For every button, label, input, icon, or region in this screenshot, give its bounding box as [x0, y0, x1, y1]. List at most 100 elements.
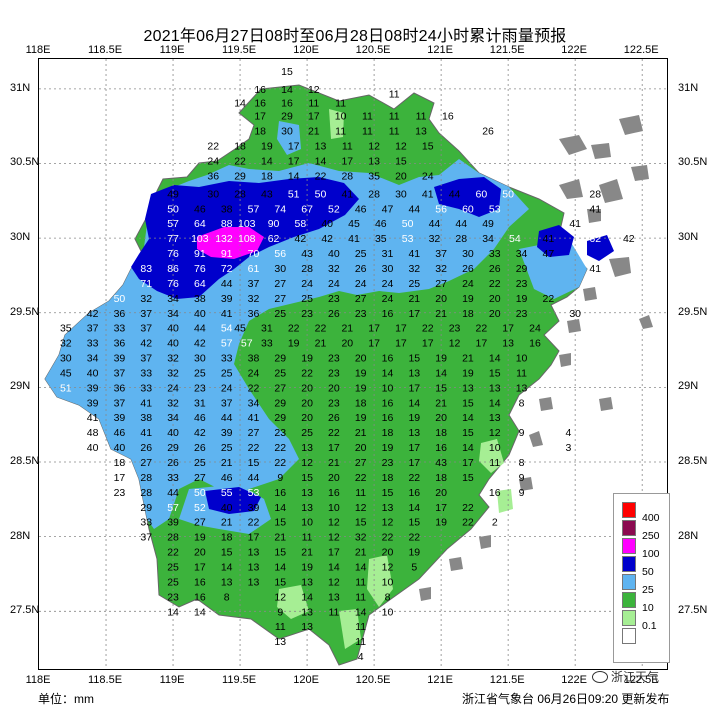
rainfall-value: 24 — [328, 278, 340, 290]
rainfall-value: 13 — [248, 562, 260, 574]
rainfall-value: 22 — [355, 472, 367, 484]
rainfall-value: 39 — [221, 293, 233, 305]
rainfall-value: 40 — [167, 323, 179, 335]
rainfall-value: 11 — [308, 97, 319, 109]
lon-label-bottom: 122E — [561, 674, 588, 686]
legend-swatch — [622, 502, 636, 518]
rainfall-value: 17 — [368, 338, 380, 350]
island — [591, 143, 611, 159]
rainfall-value: 41 — [140, 397, 152, 409]
lat-label-left: 28N — [10, 529, 31, 542]
rainfall-value: 14 — [274, 502, 286, 514]
rainfall-value: 77 — [167, 233, 179, 245]
rainfall-value: 10 — [489, 442, 501, 454]
rainfall-value: 40 — [321, 218, 333, 230]
rainfall-value: 13 — [301, 487, 313, 499]
rainfall-value: 27 — [194, 472, 206, 484]
rainfall-value: 12 — [489, 427, 501, 439]
rainfall-value: 60 — [462, 203, 474, 215]
rainfall-value: 28 — [589, 188, 601, 200]
rainfall-value: 11 — [355, 591, 366, 603]
rainfall-value: 16 — [382, 397, 394, 409]
rainfall-value: 50 — [194, 487, 206, 499]
rainfall-value: 33 — [489, 248, 501, 260]
rainfall-value: 30 — [60, 353, 72, 365]
rainfall-value: 22 — [315, 170, 327, 182]
rainfall-value: 15 — [462, 472, 474, 484]
lon-label-bottom: 119E — [159, 674, 185, 686]
rainfall-value: 4 — [566, 427, 572, 439]
rainfall-value: 22 — [382, 532, 394, 544]
rainfall-value: 10 — [516, 353, 528, 365]
rainfall-value: 56 — [435, 203, 447, 215]
rainfall-value: 27 — [355, 457, 367, 469]
rainfall-value: 46 — [114, 427, 126, 439]
rainfall-value: 24 — [462, 278, 474, 290]
island — [599, 397, 613, 411]
island — [587, 209, 601, 223]
rainfall-value: 71 — [140, 278, 152, 290]
legend-swatch — [622, 556, 636, 572]
rainfall-value: 11 — [355, 487, 366, 499]
rainfall-value: 17 — [502, 323, 514, 335]
rainfall-value: 41 — [341, 188, 353, 200]
rainfall-value: 12 — [395, 141, 407, 153]
rainfall-value: 70 — [248, 248, 260, 260]
rainfall-value: 27 — [140, 457, 152, 469]
rainfall-value: 53 — [489, 203, 501, 215]
rainfall-value: 21 — [341, 323, 353, 335]
rainfall-value: 18 — [382, 472, 394, 484]
rainfall-value: 14 — [382, 367, 394, 379]
rainfall-value: 16 — [435, 442, 447, 454]
rainfall-value: 13 — [328, 591, 340, 603]
rainfall-value: 23 — [194, 382, 206, 394]
rainfall-value: 13 — [415, 126, 427, 138]
wechat-icon — [592, 670, 608, 683]
rainfall-value: 10 — [382, 576, 394, 588]
rainfall-value: 38 — [248, 353, 260, 365]
rainfall-value: 12 — [449, 338, 461, 350]
rainfall-value: 15 — [274, 547, 286, 559]
rainfall-value: 16 — [529, 338, 541, 350]
rainfall-value: 11 — [355, 576, 366, 588]
watermark-text: 浙江天气 — [611, 670, 660, 684]
rainfall-value: 18 — [435, 427, 447, 439]
rainfall-value: 22 — [315, 323, 327, 335]
rainfall-value: 20 — [395, 170, 407, 182]
rainfall-value: 41 — [221, 308, 233, 320]
fill-0-10-patch-4 — [277, 585, 309, 619]
rainfall-value: 42 — [194, 427, 206, 439]
rainfall-value: 19 — [435, 353, 447, 365]
rainfall-value: 17 — [328, 442, 340, 454]
legend-label: 0.1 — [642, 620, 657, 632]
rainfall-value: 22 — [408, 532, 420, 544]
rainfall-value: 34 — [167, 308, 179, 320]
rainfall-value: 18 — [221, 532, 233, 544]
rainfall-value: 21 — [315, 338, 327, 350]
rainfall-value: 25 — [194, 457, 206, 469]
rainfall-value: 21 — [221, 517, 233, 529]
rainfall-value: 24 — [422, 170, 434, 182]
rainfall-value: 23 — [382, 457, 394, 469]
rainfall-value: 23 — [328, 293, 340, 305]
rainfall-value: 22 — [489, 278, 501, 290]
rainfall-value: 12 — [308, 84, 320, 96]
rainfall-value: 38 — [221, 203, 233, 215]
fill-0-10-patch-1 — [329, 109, 344, 139]
rainfall-value: 19 — [355, 412, 367, 424]
rainfall-value: 83 — [140, 263, 152, 275]
rainfall-value: 15 — [281, 66, 293, 78]
lon-label-bottom: 118E — [25, 674, 51, 686]
rainfall-value: 22 — [248, 382, 260, 394]
rainfall-value: 21 — [408, 293, 420, 305]
rainfall-value: 23 — [355, 308, 367, 320]
rainfall-value: 49 — [482, 218, 494, 230]
island — [619, 115, 643, 135]
rainfall-value: 19 — [355, 367, 367, 379]
rainfall-value: 21 — [274, 532, 286, 544]
rainfall-value: 37 — [87, 323, 99, 335]
lat-label-right: 30N — [678, 231, 699, 244]
lon-label-top: 119.5E — [222, 44, 257, 56]
rainfall-value: 57 — [241, 338, 253, 350]
rainfall-value: 90 — [268, 218, 280, 230]
